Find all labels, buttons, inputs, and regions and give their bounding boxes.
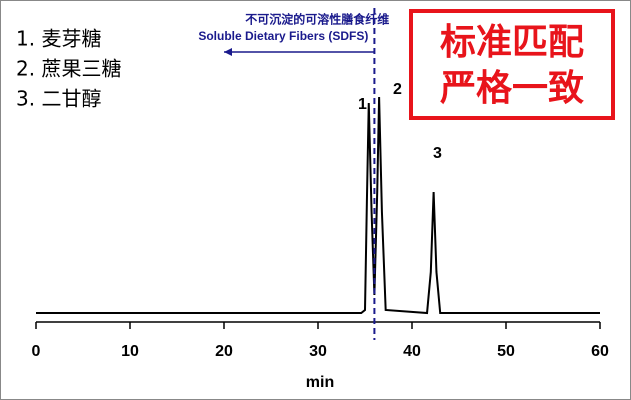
marker-label: 不可沉淀的可溶性膳食纤维	[245, 12, 389, 27]
note: 3. 二甘醇	[16, 87, 101, 111]
peak-label: 2	[393, 81, 402, 98]
badge-text: 标准匹配	[440, 22, 584, 63]
x-tick-label: 10	[121, 343, 139, 360]
x-tick-label: 20	[215, 343, 233, 360]
x-tick-label: 40	[403, 343, 421, 360]
chromatogram-line	[36, 96, 600, 315]
peak-label: 1	[358, 96, 367, 113]
marker-label: Soluble Dietary Fibers (SDFS)	[198, 29, 368, 43]
badge-text: 严格一致	[440, 68, 584, 109]
peak-label: 3	[433, 145, 442, 162]
note: 2. 蔗果三糖	[16, 57, 121, 81]
note: 1. 麦芽糖	[16, 27, 101, 51]
x-tick-label: 50	[497, 343, 515, 360]
x-axis-label: min	[306, 374, 334, 391]
badge-box	[409, 9, 615, 120]
x-tick-label: 60	[591, 343, 609, 360]
arrow-head	[224, 48, 232, 56]
x-tick-label: 30	[309, 343, 327, 360]
x-tick-label: 0	[32, 343, 41, 360]
